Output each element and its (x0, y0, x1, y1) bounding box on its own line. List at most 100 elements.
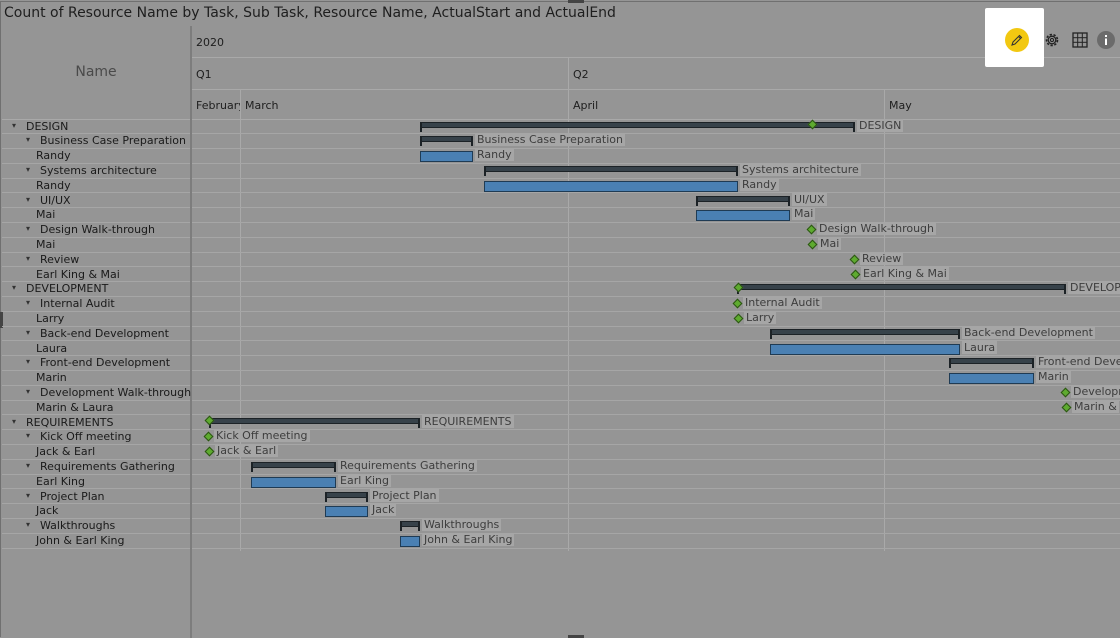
gantt-summary-bar[interactable] (209, 417, 420, 428)
gantt-row (192, 149, 1120, 164)
tree-row[interactable]: Randy (2, 149, 190, 164)
tree-row[interactable]: ▾ Project Plan (2, 490, 190, 505)
gantt-row (192, 282, 1120, 298)
month-cell-february: February (192, 90, 240, 119)
gantt-task-bar[interactable] (770, 343, 960, 355)
quarter-label: Q1 (196, 68, 212, 81)
tree-row[interactable]: Laura (2, 342, 190, 357)
month-label: March (245, 99, 279, 112)
gantt-row (192, 445, 1120, 460)
collapse-caret-icon[interactable]: ▾ (26, 194, 31, 204)
tree-row-label: Internal Audit (40, 297, 115, 311)
column-splitter[interactable] (190, 26, 192, 638)
collapse-caret-icon[interactable]: ▾ (26, 327, 31, 337)
tree-row[interactable]: ▾ DESIGN (2, 120, 190, 135)
collapse-caret-icon[interactable]: ▾ (12, 283, 17, 293)
tree-row[interactable]: John & Earl King (2, 534, 190, 549)
resize-handle-left[interactable] (0, 312, 3, 328)
gantt-summary-bar[interactable] (325, 491, 368, 502)
month-cell-april: April (568, 90, 885, 119)
resize-handle-bottom[interactable] (568, 635, 584, 638)
tree-row[interactable]: ▾ Development Walk-through (2, 386, 191, 401)
settings-button[interactable] (1042, 30, 1062, 50)
tree-row[interactable]: Marin (2, 371, 190, 386)
collapse-caret-icon[interactable]: ▾ (26, 386, 31, 396)
tree-row[interactable]: Earl King (2, 475, 190, 490)
quarter-cell-q2: Q2 (568, 58, 1120, 89)
gantt-row (192, 534, 1120, 549)
table-view-button[interactable] (1070, 30, 1090, 50)
collapse-caret-icon[interactable]: ▾ (26, 460, 31, 470)
collapse-caret-icon[interactable]: ▾ (12, 120, 17, 130)
tree-row[interactable]: ▾ UI/UX (2, 194, 190, 209)
tree-row[interactable]: ▾ DEVELOPMENT (2, 282, 190, 298)
collapse-caret-icon[interactable]: ▾ (26, 253, 31, 263)
resize-handle-top[interactable] (568, 0, 584, 3)
month-cell-march: March (240, 90, 569, 119)
tree-row[interactable]: ▾ Design Walk-through (2, 223, 190, 238)
timeline-year-row: 2020 (192, 26, 1120, 58)
gantt-bar-label: Jack (370, 503, 397, 517)
gantt-summary-bar[interactable] (420, 136, 473, 147)
gantt-summary-bar[interactable] (696, 195, 790, 206)
tree-row[interactable]: Marin & Laura (2, 401, 190, 416)
collapse-caret-icon[interactable]: ▾ (26, 298, 31, 308)
collapse-caret-icon[interactable]: ▾ (26, 224, 31, 234)
gantt-summary-bar[interactable] (737, 284, 1066, 295)
tree-row[interactable]: ▾ Walkthroughs (2, 519, 190, 534)
gantt-summary-bar[interactable] (400, 521, 420, 532)
info-button[interactable] (1096, 30, 1116, 50)
collapse-caret-icon[interactable]: ▾ (26, 431, 31, 441)
gantt-bar-label: Systems architecture (740, 162, 861, 176)
edit-button[interactable] (1005, 28, 1029, 52)
gear-icon (1045, 33, 1059, 47)
collapse-caret-icon[interactable]: ▾ (26, 357, 31, 367)
gantt-task-bar[interactable] (420, 151, 473, 163)
collapse-caret-icon[interactable]: ▾ (26, 490, 31, 500)
gantt-task-bar[interactable] (251, 476, 336, 488)
gantt-task-bar[interactable] (484, 180, 738, 192)
tree-row[interactable]: Larry (2, 312, 190, 327)
info-icon (1097, 31, 1115, 49)
tree-row[interactable]: Earl King & Mai (2, 268, 190, 283)
gantt-summary-bar[interactable] (484, 165, 738, 176)
collapse-caret-icon[interactable]: ▾ (26, 520, 31, 530)
tree-row[interactable]: ▾ Business Case Preparation (2, 134, 190, 150)
tree-row-label: Larry (36, 311, 65, 325)
gantt-summary-bar[interactable] (420, 121, 855, 132)
tree-row[interactable]: Jack & Earl (2, 445, 190, 460)
tree-row-label: Randy (36, 178, 71, 192)
tree-row-label: Mai (36, 208, 56, 222)
gantt-task-bar[interactable] (325, 506, 368, 518)
gantt-bar-label: Business Case Preparation (475, 133, 625, 147)
tree-row[interactable]: ▾ Front-end Development (2, 356, 190, 372)
tree-row-label: Design Walk-through (40, 223, 156, 237)
gantt-summary-bar[interactable] (949, 358, 1034, 369)
collapse-caret-icon[interactable]: ▾ (26, 164, 31, 174)
tree-row-label: DEVELOPMENT (26, 282, 109, 296)
gantt-task-bar[interactable] (696, 210, 790, 222)
gantt-summary-bar[interactable] (770, 328, 960, 339)
tree-row[interactable]: Jack (2, 504, 190, 520)
gantt-row (192, 327, 1120, 342)
tree-row[interactable]: Mai (2, 208, 190, 224)
gantt-row (192, 179, 1120, 194)
collapse-caret-icon[interactable]: ▾ (12, 416, 17, 426)
year-cell: 2020 (192, 26, 1120, 57)
gantt-task-bar[interactable] (400, 535, 420, 547)
tree-row[interactable]: ▾ Kick Off meeting (2, 430, 190, 446)
tree-row[interactable]: ▾ Back-end Development (2, 327, 190, 342)
tree-row[interactable]: ▾ Internal Audit (2, 297, 190, 312)
tree-row[interactable]: Mai (2, 238, 190, 253)
tree-row[interactable]: ▾ Requirements Gathering (2, 460, 190, 475)
tree-row[interactable]: Randy (2, 179, 190, 194)
tree-row[interactable]: ▾ Review (2, 253, 190, 268)
gantt-row (192, 297, 1120, 312)
tree-row[interactable]: ▾ REQUIREMENTS (2, 416, 190, 431)
tree-row[interactable]: ▾ Systems architecture (2, 164, 190, 179)
tree-row-label: Front-end Development (40, 356, 171, 370)
gantt-task-bar[interactable] (949, 373, 1034, 385)
gantt-summary-bar[interactable] (251, 461, 336, 472)
gantt-row (192, 519, 1120, 534)
collapse-caret-icon[interactable]: ▾ (26, 135, 31, 145)
